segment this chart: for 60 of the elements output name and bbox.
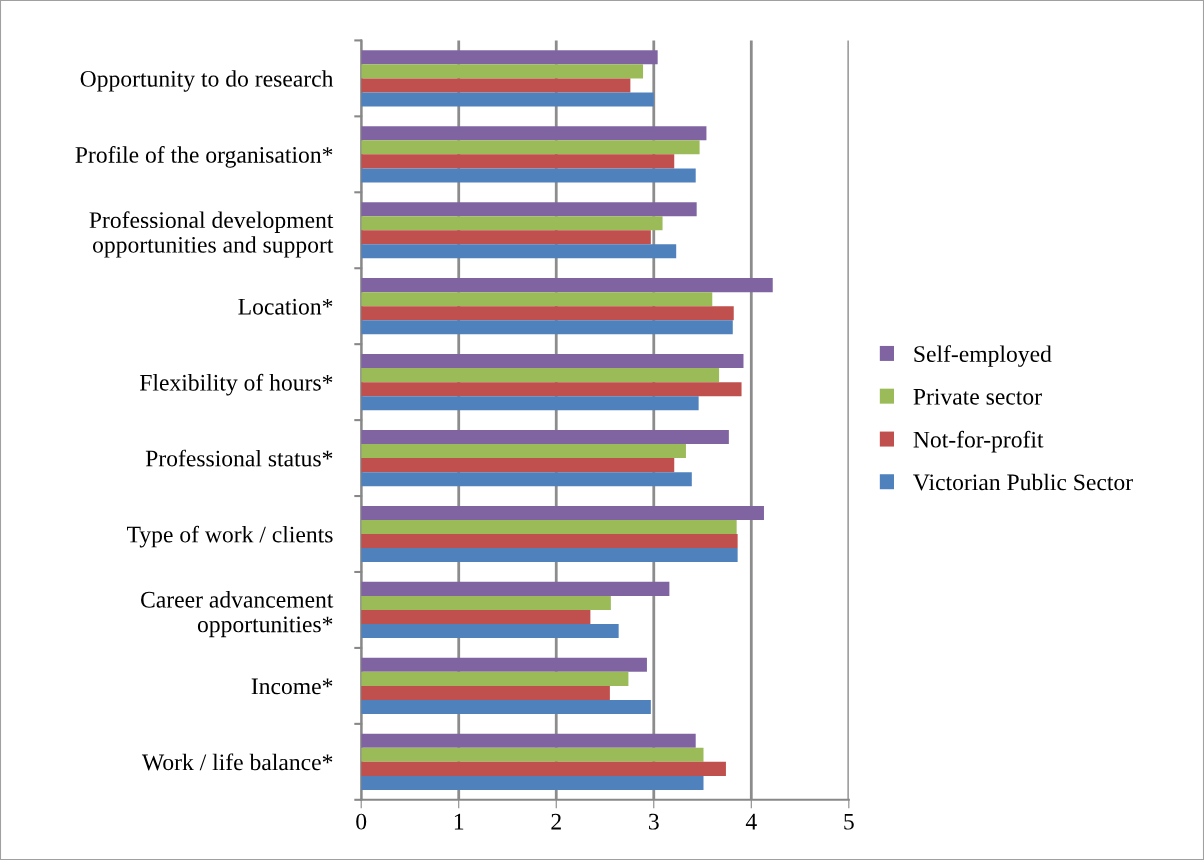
- bar: [361, 519, 737, 535]
- y-tick-label: Professional development opportunities and support: [89, 211, 334, 258]
- bar: [361, 78, 631, 93]
- bar: [361, 382, 742, 397]
- bar: [361, 429, 729, 445]
- x-tick-label: 4: [745, 813, 757, 830]
- legend-label: Victorian Public Sector: [913, 473, 1133, 491]
- y-tick-label: Type of work / clients: [126, 525, 333, 548]
- bar: [361, 595, 611, 610]
- bar: [361, 548, 738, 563]
- bar: [361, 624, 619, 639]
- legend-label: Self-employed: [914, 345, 1052, 367]
- bar: [361, 140, 700, 155]
- bar: [361, 685, 610, 700]
- bar: [361, 92, 654, 107]
- x-tick-label: 0: [356, 813, 367, 830]
- y-tick-label: Work / life balance*: [141, 753, 333, 771]
- bar: [361, 747, 704, 762]
- bar: [361, 671, 629, 686]
- legend-label: Private sector: [913, 388, 1042, 405]
- x-tick-label: 5: [844, 813, 854, 830]
- bar: [361, 368, 720, 383]
- bar: [361, 202, 697, 217]
- bar: [361, 126, 707, 141]
- bar: [361, 733, 696, 748]
- bar: [361, 699, 651, 714]
- bar: [361, 50, 658, 65]
- y-tick-label: Location*: [238, 298, 333, 315]
- bar: [361, 216, 663, 231]
- x-tick-label: 2: [551, 813, 561, 830]
- bar: [361, 354, 744, 369]
- bar: [361, 775, 704, 790]
- bar: [361, 609, 591, 624]
- bar: [361, 306, 734, 321]
- y-tick-label: Profile of the organisation*: [75, 146, 333, 168]
- y-tick-label: Opportunity to do research: [80, 70, 334, 92]
- bar: [361, 761, 726, 776]
- y-tick-label: Flexibility of hours*: [139, 373, 333, 396]
- bar: [361, 278, 773, 293]
- bar: [361, 396, 699, 411]
- bar: [361, 444, 686, 459]
- bar: [361, 534, 738, 549]
- bar: [361, 320, 733, 335]
- bar: [361, 168, 696, 183]
- legend-label: Not-for-profit: [913, 430, 1044, 453]
- bar: [361, 244, 677, 259]
- bar: [361, 505, 764, 520]
- bar: [361, 472, 692, 487]
- bar: [361, 292, 713, 307]
- y-tick-label: Career advancement opportunities*: [141, 591, 334, 638]
- x-tick-label: 1: [454, 813, 464, 830]
- bar: [361, 154, 675, 169]
- x-tick-label: 3: [649, 813, 659, 830]
- bar: [361, 581, 670, 596]
- bar: [361, 458, 675, 473]
- y-tick-label: Income*: [251, 678, 333, 695]
- bar: [361, 657, 647, 672]
- bar: [361, 230, 651, 245]
- y-tick-label: Professional status*: [145, 449, 333, 467]
- bar: [361, 64, 644, 79]
